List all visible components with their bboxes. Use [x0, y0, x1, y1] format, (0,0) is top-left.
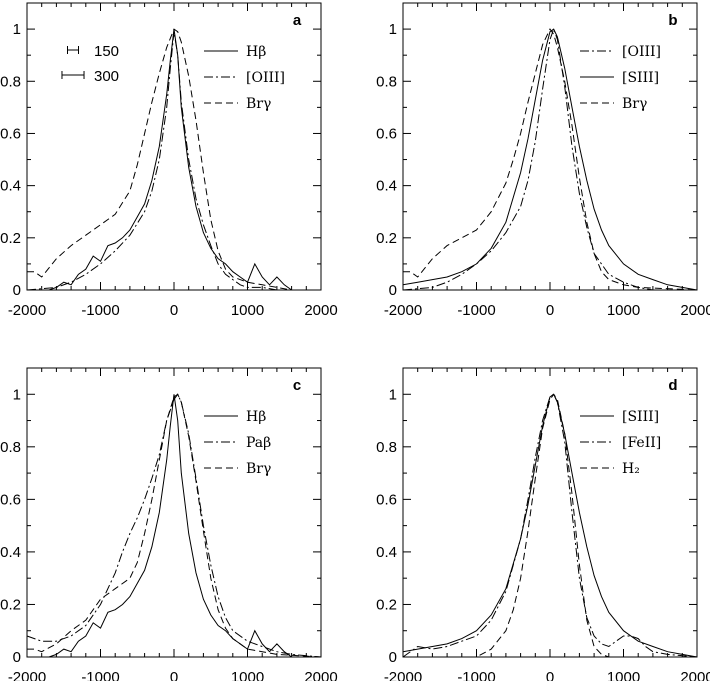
panel-label: a — [293, 12, 302, 29]
legend-label: [OIII] — [622, 44, 661, 60]
y-tick-label: 0.4 — [376, 544, 397, 561]
legend-label: H₂ — [622, 461, 640, 477]
y-tick-label: 0.6 — [376, 125, 397, 142]
panel-label: b — [668, 12, 677, 29]
y-tick-label: 0.4 — [0, 178, 21, 195]
legend-label: Hβ — [246, 409, 266, 425]
y-tick-label: 0.6 — [376, 491, 397, 508]
x-tick-label: 0 — [546, 669, 554, 681]
series-line-1 — [27, 394, 321, 658]
x-tick-label: 2000 — [680, 302, 710, 319]
series-line-2 — [402, 393, 698, 658]
y-tick-label: 0.2 — [376, 230, 397, 247]
y-tick-label: 0.2 — [376, 596, 397, 613]
legend-label: [FeII] — [622, 435, 661, 451]
y-tick-label: 0.8 — [376, 439, 397, 456]
x-tick-label: 0 — [170, 302, 178, 319]
y-tick-label: 1 — [389, 21, 397, 38]
series-line-1 — [402, 393, 698, 658]
y-tick-label: 0.8 — [0, 73, 21, 90]
x-tick-label: -1000 — [81, 302, 119, 319]
y-tick-label: 0 — [13, 282, 21, 299]
y-tick-label: 0.2 — [0, 596, 21, 613]
panel-a: -2000 -1000 0 1000 2000 0 0.2 0.4 0.6 0.8 1 a Hβ [OII… — [0, 2, 338, 319]
series-line-2 — [402, 28, 698, 291]
y-tick-label: 0.8 — [376, 73, 397, 90]
y-tick-label: 0.2 — [0, 230, 21, 247]
y-tick-label: 0 — [389, 649, 397, 666]
plot-frame — [26, 367, 322, 658]
panel-c: -2000 -1000 0 1000 2000 0 0.2 0.4 0.6 0.8 1 c Hβ Paβ B… — [0, 367, 338, 681]
y-tick-label: 1 — [13, 386, 21, 403]
series-line-1 — [27, 29, 321, 291]
legend-label: [SIII] — [622, 409, 659, 425]
series-line-2 — [26, 393, 322, 658]
x-tick-label: -2000 — [384, 669, 422, 681]
x-tick-label: 0 — [170, 669, 178, 681]
scale-bar-label: 300 — [94, 68, 119, 85]
x-tick-label: 2000 — [680, 669, 710, 681]
y-tick-label: 0.6 — [0, 491, 21, 508]
legend-label: Brγ — [246, 461, 271, 477]
y-tick-label: 1 — [13, 21, 21, 38]
series-line-3 — [27, 28, 321, 291]
series-line-1 — [402, 27, 697, 291]
plot-frame — [26, 2, 322, 291]
series-line-3 — [403, 393, 697, 658]
x-tick-label: 2000 — [304, 302, 337, 319]
x-tick-label: -2000 — [8, 302, 46, 319]
x-tick-label: -1000 — [457, 302, 495, 319]
legend-label: [SIII] — [622, 70, 659, 86]
x-tick-label: -1000 — [81, 669, 119, 681]
x-tick-label: 1000 — [607, 302, 640, 319]
x-tick-label: -1000 — [457, 669, 495, 681]
panel-d: -2000 -1000 0 1000 2000 0 0.2 0.4 0.6 0.8 1 d [SIII]… — [376, 367, 710, 681]
x-tick-label: 1000 — [607, 669, 640, 681]
x-tick-label: -2000 — [384, 302, 422, 319]
scale-bar-label: 150 — [94, 43, 119, 60]
y-tick-label: 0.4 — [0, 544, 21, 561]
legend-label: Brγ — [246, 96, 271, 112]
panel-b: -2000 -1000 0 1000 2000 0 0.2 0.4 0.6 0.8 1 b [OIII]… — [376, 2, 710, 319]
legend-label: [OIII] — [246, 70, 285, 86]
legend-label: Brγ — [622, 96, 647, 112]
legend-label: Paβ — [246, 435, 271, 451]
y-tick-label: 1 — [389, 386, 397, 403]
y-tick-label: 0.6 — [0, 125, 21, 142]
y-tick-label: 0.8 — [0, 439, 21, 456]
x-tick-label: 1000 — [231, 302, 264, 319]
y-tick-label: 0.4 — [376, 178, 397, 195]
y-tick-label: 0 — [389, 282, 397, 299]
panel-label: d — [668, 377, 677, 394]
x-tick-label: 1000 — [231, 669, 264, 681]
x-tick-label: 0 — [546, 302, 554, 319]
y-tick-label: 0 — [13, 649, 21, 666]
series-line-3 — [27, 393, 322, 658]
series-line-2 — [26, 31, 321, 291]
series-line-3 — [403, 28, 698, 291]
x-tick-label: -2000 — [8, 669, 46, 681]
x-tick-label: 2000 — [304, 669, 337, 681]
legend-label: Hβ — [246, 44, 266, 60]
panel-label: c — [293, 377, 301, 394]
